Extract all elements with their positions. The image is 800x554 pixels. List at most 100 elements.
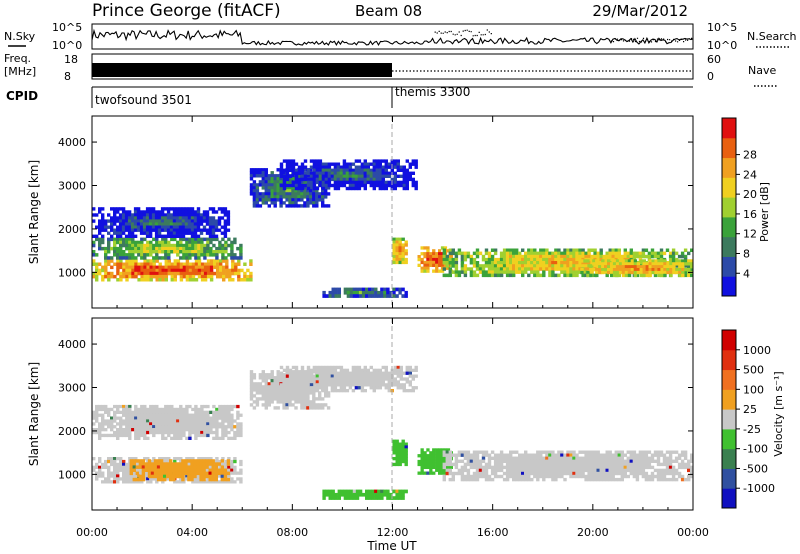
range-gate-cell [128,404,132,409]
range-gate-cell [303,171,308,175]
range-gate-cell [291,391,295,395]
range-gate-cell [355,496,360,500]
range-gate-cell [493,459,498,463]
range-gate-cell [300,388,304,392]
range-gate-cell [151,228,156,232]
range-gate-cell [121,231,126,235]
range-gate-cell [285,195,289,199]
range-gate-cell [443,246,448,250]
range-gate-cell [104,410,108,414]
range-gate-cell [527,459,531,463]
range-gate-cell [306,388,310,392]
range-gate-cell [155,422,159,426]
range-gate-cell [590,465,594,470]
range-gate-cell [227,237,231,242]
range-gate-cell [121,225,126,229]
range-gate-cell [387,165,391,169]
range-gate-cell [140,416,144,420]
range-gate-cell [176,265,181,270]
range-gate-cell [621,270,626,275]
range-gate-cell [626,462,630,467]
range-gate-cell [440,246,445,250]
range-gate-cell [636,270,641,275]
range-gate-cell [252,204,257,208]
freq-solid-segment [92,63,392,77]
range-gate-cell [684,262,688,266]
range-gate-cell [239,422,243,426]
range-gate-cell [208,231,213,235]
range-gate-cell [612,259,617,263]
range-gate-cell [191,457,195,461]
range-gate-cell [279,400,283,404]
range-gate-cell [184,225,189,229]
range-gate-cell [116,457,120,461]
range-gate-cell [164,274,168,279]
range-gate-cell [164,240,168,245]
range-gate-cell [505,267,510,271]
range-gate-cell [590,474,594,479]
range-gate-cell [246,274,250,279]
range-gate-cell [515,456,519,460]
range-gate-cell [654,268,658,272]
range-gate-cell [303,394,307,398]
range-gate-cell [629,254,633,259]
range-gate-cell [493,462,498,467]
range-gate-cell [605,468,609,473]
range-gate-cell [122,240,126,245]
range-gate-cell [324,365,329,370]
range-gate-cell [128,425,132,429]
range-gate-cell [554,273,558,278]
range-gate-cell [438,451,442,455]
range-gate-cell [131,474,135,478]
range-gate-cell [509,453,513,457]
range-gate-cell [226,222,231,226]
range-gate-cell [258,204,263,208]
range-gate-cell [160,225,165,229]
range-gate-cell [306,374,311,378]
range-gate-cell [499,257,504,262]
range-gate-cell [215,246,219,251]
range-gate-cell [131,250,135,254]
range-gate-cell [139,222,144,226]
range-gate-cell [227,468,231,472]
range-gate-cell [484,471,489,476]
range-gate-cell [429,454,433,458]
range-gate-cell [113,253,117,257]
range-gate-cell [188,253,192,257]
colorbar-tick-label: 8 [743,247,750,260]
range-gate-cell [110,407,114,412]
range-gate-cell [581,456,585,460]
range-gate-cell [222,259,226,263]
range-gate-cell [355,489,360,494]
range-gate-cell [291,397,295,401]
range-gate-cell [152,246,156,251]
range-gate-cell [282,195,286,199]
range-gate-cell [657,268,661,272]
range-gate-cell [218,416,222,420]
range-gate-cell [384,174,388,178]
range-gate-cell [95,462,99,467]
range-gate-cell [119,457,123,461]
range-gate-cell [110,480,114,484]
range-gate-cell [690,265,694,269]
range-gate-cell [282,201,286,205]
range-gate-cell [398,287,402,292]
range-gate-cell [125,271,129,276]
range-gate-cell [149,422,153,426]
range-gate-cell [215,237,219,242]
range-gate-cell [285,394,289,398]
range-gate-cell [116,462,120,467]
range-gate-cell [300,204,304,208]
range-gate-cell [530,471,534,476]
range-gate-cell [405,171,409,175]
range-gate-cell [457,468,462,473]
range-gate-cell [404,462,408,467]
range-gate-cell [545,267,549,271]
range-gate-cell [264,388,268,392]
range-gate-cell [173,243,177,248]
range-gate-cell [151,213,156,217]
range-gate-cell [279,186,283,190]
range-gate-cell [454,462,459,467]
range-gate-cell [472,474,477,479]
range-gate-cell [612,270,617,275]
